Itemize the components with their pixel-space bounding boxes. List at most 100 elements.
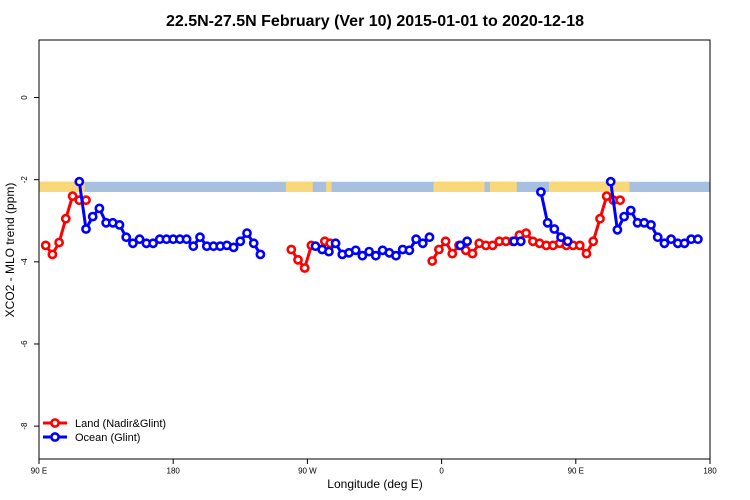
data-point-land xyxy=(440,236,451,247)
x-tick-label: 90 E xyxy=(568,467,584,476)
data-point-land xyxy=(521,228,531,238)
data-point-ocean xyxy=(81,224,91,234)
x-axis: 90 E 180 90 W 0 90 E 180 xyxy=(31,459,717,476)
data-point-ocean xyxy=(411,234,421,245)
data-point-land xyxy=(293,254,303,265)
data-point-land xyxy=(286,244,297,255)
data-point-ocean xyxy=(134,234,145,245)
data-point-ocean xyxy=(455,240,466,251)
data-point-land xyxy=(427,256,438,266)
data-point-ocean xyxy=(679,238,690,249)
data-point-ocean xyxy=(121,232,132,243)
data-point-ocean xyxy=(619,211,629,222)
data-point-ocean xyxy=(542,217,553,228)
map-strip xyxy=(39,181,710,192)
map-strip-land xyxy=(489,181,517,192)
x-axis-label: Longitude (deg E) xyxy=(327,477,422,491)
data-point-ocean xyxy=(391,250,401,261)
map-strip-land xyxy=(433,181,485,192)
data-point-ocean xyxy=(181,234,192,245)
data-point-ocean xyxy=(625,205,636,216)
data-point-ocean xyxy=(549,224,560,234)
data-point-ocean xyxy=(114,219,125,230)
data-point-ocean xyxy=(74,176,85,187)
data-point-land xyxy=(67,191,78,201)
data-point-ocean xyxy=(646,219,656,230)
data-point-land xyxy=(60,213,71,224)
map-strip-land xyxy=(39,181,85,192)
data-point-ocean xyxy=(370,250,381,261)
data-point-land xyxy=(581,248,592,259)
data-point-ocean xyxy=(424,232,435,243)
data-point-land xyxy=(433,244,444,255)
y-axis: 0 -2 -4 -6 -8 xyxy=(20,95,39,430)
data-point-ocean xyxy=(652,232,663,243)
data-point-ocean xyxy=(364,246,374,257)
data-point-ocean xyxy=(195,232,205,243)
map-strip-land xyxy=(285,181,313,192)
x-tick-label: 0 xyxy=(439,467,444,476)
data-point-ocean xyxy=(330,238,341,249)
data-point-land xyxy=(40,240,51,251)
data-point-ocean xyxy=(556,232,566,243)
y-tick-label: -4 xyxy=(20,258,29,266)
chart-title: 22.5N-27.5N February (Ver 10) 2015-01-01… xyxy=(166,13,584,30)
x-tick-label: 180 xyxy=(703,467,717,476)
data-point-ocean xyxy=(462,236,472,247)
map-strip-land xyxy=(326,181,332,192)
legend-marker-land xyxy=(50,418,60,428)
data-point-land xyxy=(615,195,625,206)
plot-area xyxy=(38,39,711,460)
y-axis-label: XCO2 - MLO trend (ppm) xyxy=(3,183,17,318)
x-tick-label: 90 W xyxy=(298,467,317,476)
data-point-ocean xyxy=(404,245,415,256)
data-point-ocean xyxy=(357,250,368,261)
data-point-land xyxy=(487,240,498,251)
data-point-ocean xyxy=(235,236,246,247)
data-point-ocean xyxy=(562,236,573,247)
y-tick-label: -6 xyxy=(20,340,29,348)
data-point-land xyxy=(467,248,478,259)
data-point-land xyxy=(574,240,585,251)
data-point-ocean xyxy=(242,228,252,238)
data-point-ocean xyxy=(515,236,526,247)
data-point-ocean xyxy=(323,246,334,257)
series-line-land xyxy=(290,244,313,270)
series-ocean xyxy=(74,176,703,261)
map-strip-land xyxy=(548,181,630,192)
data-point-ocean xyxy=(612,224,623,235)
y-tick-label: -8 xyxy=(20,422,29,430)
data-point-land xyxy=(299,263,310,273)
legend-marker-ocean xyxy=(50,432,60,442)
data-point-land xyxy=(588,236,599,247)
y-tick-label: 0 xyxy=(20,95,29,100)
x-tick-label: 90 E xyxy=(31,467,47,476)
data-point-ocean xyxy=(605,176,616,187)
data-point-ocean xyxy=(127,238,138,249)
data-point-land xyxy=(595,213,605,224)
data-point-land xyxy=(47,249,58,260)
data-point-ocean xyxy=(87,211,98,222)
data-point-ocean xyxy=(417,238,428,249)
y-tick-label: -2 xyxy=(20,176,29,184)
data-point-land xyxy=(54,237,64,248)
data-point-ocean xyxy=(659,238,670,249)
data-point-land xyxy=(601,191,612,201)
series-layer xyxy=(40,176,703,273)
data-point-ocean xyxy=(94,203,105,214)
legend-label-ocean: Ocean (Glint) xyxy=(75,432,140,444)
data-point-land xyxy=(447,248,458,259)
data-point-ocean xyxy=(255,249,266,260)
data-point-ocean xyxy=(188,241,199,252)
data-point-ocean xyxy=(248,238,259,249)
data-point-ocean xyxy=(693,234,703,245)
legend-label-land: Land (Nadir&Glint) xyxy=(75,418,166,430)
data-point-ocean xyxy=(228,242,239,253)
data-point-ocean xyxy=(536,187,546,197)
map-strip-ocean xyxy=(39,181,710,192)
data-point-ocean xyxy=(666,234,676,245)
x-tick-label: 180 xyxy=(167,467,181,476)
plot-frame xyxy=(38,39,711,460)
